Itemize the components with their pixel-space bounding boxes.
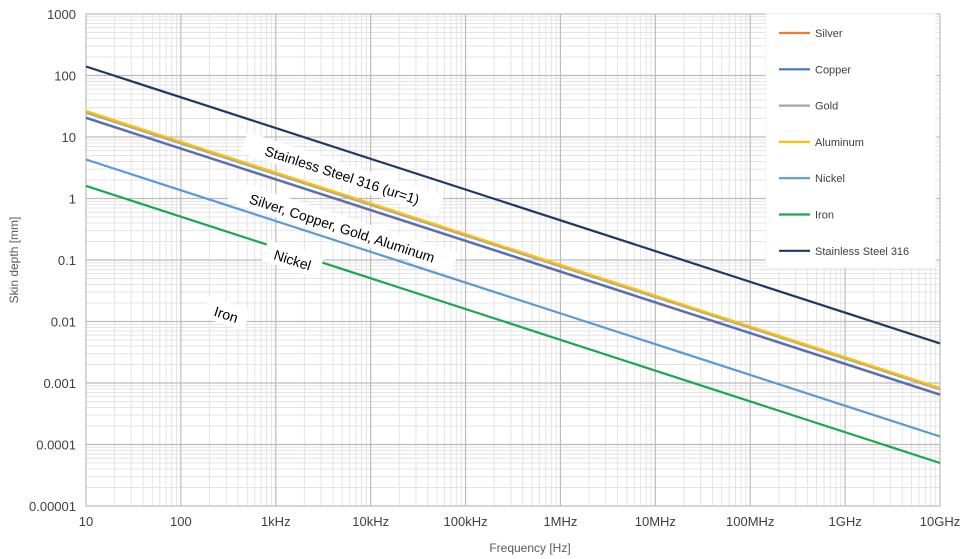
x-tick-label: 100 [170, 514, 192, 529]
annotation-background [261, 239, 324, 279]
series-line-aluminum [85, 110, 941, 390]
y-tick-label: 0.01 [51, 315, 76, 330]
y-tick-label: 100 [54, 69, 76, 84]
tick-layer: 10 100 1kHz 10kHz 100kHz 1MHz 10MHz 100MHz 1GHz 1… [29, 7, 960, 529]
annotation-background [226, 180, 459, 274]
x-tick-label: 1kHz [261, 514, 291, 529]
legend-label: Aluminum [815, 137, 864, 149]
series-line-gold [85, 111, 941, 391]
x-tick-label: 1MHz [543, 514, 577, 529]
y-tick-label: 1000 [47, 7, 76, 22]
y-tick-label: 0.1 [58, 253, 76, 268]
x-tick-label: 10kHz [352, 514, 389, 529]
annotation-background [240, 131, 444, 217]
x-tick-label: 10MHz [635, 514, 676, 529]
y-tick-label: 0.001 [43, 376, 76, 391]
x-tick-label: 100MHz [726, 514, 774, 529]
x-tick-label: 10GHz [920, 514, 960, 529]
series-layer [85, 65, 941, 465]
annotation-label: Iron [212, 303, 240, 326]
x-tick-label: 100kHz [444, 514, 488, 529]
series-line-copper [85, 116, 941, 396]
x-axis-title: Frequency [Hz] [489, 541, 570, 555]
y-tick-label: 10 [62, 130, 76, 145]
legend-label: Iron [815, 210, 834, 222]
series-line-iron [85, 184, 941, 465]
legend-label: Nickel [815, 173, 845, 185]
legend-label: Gold [815, 101, 838, 113]
y-tick-label: 0.0001 [36, 438, 76, 453]
legend-box [765, 13, 937, 269]
y-tick-label: 1 [69, 192, 76, 207]
y-tick-label: 0.00001 [29, 499, 76, 514]
series-line-nickel [85, 158, 941, 438]
x-tick-label: 1GHz [828, 514, 861, 529]
annotation: Iron [202, 296, 251, 331]
legend-label: Copper [815, 64, 851, 76]
legend-label: Stainless Steel 316 [815, 246, 909, 258]
series-line-stainless-steel-316 [85, 65, 941, 345]
y-axis-title: Skin depth [mm] [7, 217, 21, 304]
annotation-background [202, 296, 251, 331]
legend-label: Silver [815, 28, 843, 40]
legend: Silver Copper Gold Aluminum Nickel Iron Stainl… [765, 13, 937, 269]
x-tick-label: 10 [79, 514, 93, 529]
